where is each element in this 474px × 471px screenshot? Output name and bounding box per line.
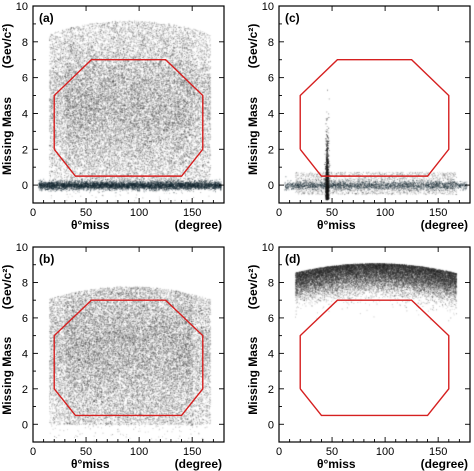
x-tick-label: 150 — [183, 446, 201, 458]
y-tick-label: 10 — [262, 242, 274, 254]
panel-label: (b) — [39, 252, 54, 266]
x-tick-label: 0 — [276, 446, 282, 458]
y-tick-label: 8 — [22, 37, 28, 49]
x-tick-label: 50 — [326, 207, 338, 219]
x-axis-title: θ°miss — [71, 457, 110, 471]
y-tick-label: 2 — [22, 144, 28, 156]
y-tick-label: 0 — [22, 180, 28, 192]
selection-region — [299, 59, 450, 177]
x-tick-label: 0 — [276, 207, 282, 219]
x-axis-title: θ°miss — [317, 218, 356, 232]
y-tick-label: 2 — [268, 144, 274, 156]
x-tick-label: 150 — [429, 207, 447, 219]
y-tick-label: 10 — [16, 242, 28, 254]
y-axis-unit: (Gev/c²) — [0, 24, 14, 69]
y-tick-label: 4 — [22, 108, 28, 120]
x-tick-label: 100 — [376, 207, 394, 219]
x-tick-label: 50 — [326, 446, 338, 458]
scatter-density — [33, 247, 224, 442]
selection-region — [53, 59, 204, 177]
y-tick-label: 4 — [268, 348, 274, 360]
x-axis-unit: (degree) — [175, 457, 222, 471]
x-tick-label: 50 — [80, 207, 92, 219]
selection-region — [299, 299, 450, 417]
selection-region — [53, 299, 204, 417]
x-tick-label: 100 — [130, 446, 148, 458]
y-tick-label: 4 — [22, 348, 28, 360]
y-tick-label: 6 — [268, 73, 274, 85]
y-tick-label: 0 — [268, 180, 274, 192]
scatter-density — [33, 6, 224, 203]
y-tick-label: 8 — [268, 37, 274, 49]
y-tick-label: 10 — [16, 1, 28, 13]
x-axis-unit: (degree) — [421, 218, 468, 232]
y-axis-unit: (Gev/c²) — [246, 24, 260, 69]
x-tick-label: 0 — [30, 207, 36, 219]
y-axis-unit: (Gev/c²) — [0, 265, 14, 310]
y-tick-label: 0 — [22, 419, 28, 431]
y-axis-title: Missing Mass — [0, 336, 14, 414]
y-tick-label: 0 — [268, 419, 274, 431]
x-tick-label: 0 — [30, 446, 36, 458]
panel-label: (d) — [285, 252, 300, 266]
x-tick-label: 150 — [429, 446, 447, 458]
y-tick-label: 6 — [22, 313, 28, 325]
y-tick-label: 8 — [268, 277, 274, 289]
x-tick-label: 50 — [80, 446, 92, 458]
panel-label: (a) — [39, 11, 54, 25]
y-tick-label: 4 — [268, 108, 274, 120]
y-tick-label: 6 — [22, 73, 28, 85]
panel-label: (c) — [285, 11, 300, 25]
x-axis-title: θ°miss — [71, 218, 110, 232]
y-tick-label: 8 — [22, 277, 28, 289]
y-axis-title: Missing Mass — [246, 97, 260, 175]
scatter-density — [279, 6, 470, 203]
x-axis-title: θ°miss — [317, 457, 356, 471]
y-tick-label: 6 — [268, 313, 274, 325]
x-axis-unit: (degree) — [421, 457, 468, 471]
x-tick-label: 100 — [130, 207, 148, 219]
scatter-density — [279, 247, 470, 442]
y-tick-label: 2 — [268, 384, 274, 396]
x-tick-label: 150 — [183, 207, 201, 219]
y-axis-unit: (Gev/c²) — [246, 265, 260, 310]
y-tick-label: 10 — [262, 1, 274, 13]
y-axis-title: Missing Mass — [0, 97, 14, 175]
y-tick-label: 2 — [22, 384, 28, 396]
y-axis-title: Missing Mass — [246, 336, 260, 414]
x-tick-label: 100 — [376, 446, 394, 458]
x-axis-unit: (degree) — [175, 218, 222, 232]
